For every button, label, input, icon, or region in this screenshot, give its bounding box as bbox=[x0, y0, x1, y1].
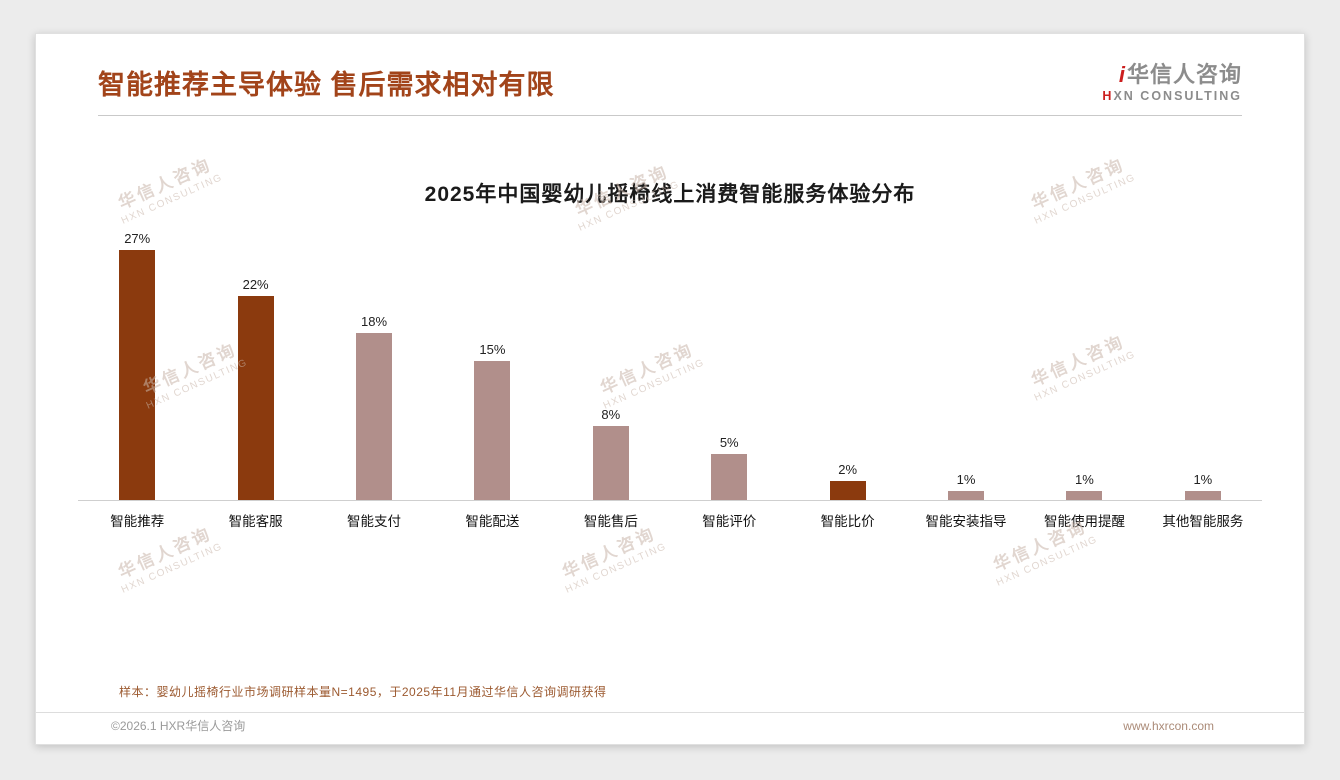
bar-column: 1% bbox=[1025, 472, 1143, 500]
bar bbox=[237, 296, 274, 500]
bar-column: 18% bbox=[315, 314, 433, 500]
category-label: 智能比价 bbox=[820, 514, 875, 529]
logo-subtitle: HXN CONSULTING bbox=[1102, 89, 1242, 103]
logo-name: 华信人咨询 bbox=[1126, 62, 1242, 87]
bar-column: 2% bbox=[788, 462, 906, 500]
category-axis: 智能推荐 智能客服 智能支付 智能配送 智能售后 智能评价 智能比价 智能安装指导 智能使用提醒… bbox=[78, 500, 1262, 530]
chart-area: 2025年中国婴幼儿摇椅线上消费智能服务体验分布 27% 22% 18% 15% 8% 5… bbox=[36, 178, 1304, 530]
bar-value-label: 1% bbox=[1193, 472, 1213, 487]
footer: ©2026.1 HXR华信人咨询 www.hxrcon.com bbox=[111, 717, 1214, 734]
logo-wordmark: i华信人咨询 bbox=[1102, 62, 1242, 87]
bar bbox=[1066, 491, 1103, 500]
bar-value-label: 18% bbox=[361, 314, 388, 329]
bar-column: 27% bbox=[78, 231, 196, 500]
bar bbox=[119, 250, 156, 500]
bar-column: 1% bbox=[1144, 472, 1262, 500]
bar bbox=[829, 481, 866, 500]
category-label: 智能安装指导 bbox=[925, 514, 1007, 529]
bar-column: 5% bbox=[670, 435, 788, 500]
bar-value-label: 27% bbox=[124, 231, 151, 246]
website-text: www.hxrcon.com bbox=[1123, 718, 1214, 733]
chart-title: 2025年中国婴幼儿摇椅线上消费智能服务体验分布 bbox=[424, 183, 916, 206]
header: 智能推荐主导体验 售后需求相对有限 i华信人咨询 HXN CONSULTING bbox=[36, 34, 1304, 116]
copyright-text: ©2026.1 HXR华信人咨询 bbox=[111, 719, 246, 733]
category-label: 智能售后 bbox=[583, 514, 638, 529]
bar bbox=[948, 491, 985, 500]
bar bbox=[1184, 491, 1221, 500]
bar-chart: 27% 22% 18% 15% 8% 5% 2% 1% 1% 1% bbox=[78, 208, 1262, 500]
bar bbox=[356, 333, 393, 500]
category-label: 智能支付 bbox=[347, 514, 402, 529]
company-logo: i华信人咨询 HXN CONSULTING bbox=[1102, 62, 1242, 104]
bar-value-label: 1% bbox=[956, 472, 976, 487]
category-label: 智能评价 bbox=[702, 514, 757, 529]
category-label: 智能配送 bbox=[465, 514, 520, 529]
bar-value-label: 22% bbox=[242, 277, 269, 292]
category-label: 其他智能服务 bbox=[1162, 514, 1244, 529]
bar-column: 15% bbox=[433, 342, 551, 500]
bar-value-label: 8% bbox=[601, 407, 621, 422]
bar-value-label: 15% bbox=[479, 342, 506, 357]
footer-divider bbox=[36, 712, 1304, 713]
category-label: 智能使用提醒 bbox=[1043, 514, 1125, 529]
bar bbox=[474, 361, 511, 500]
logo-subtitle-rest: XN CONSULTING bbox=[1113, 89, 1242, 104]
title-underline bbox=[98, 115, 1242, 116]
bar bbox=[711, 454, 748, 500]
bar bbox=[592, 426, 629, 500]
bar-column: 1% bbox=[907, 472, 1025, 500]
bar-column: 8% bbox=[552, 407, 670, 500]
logo-subtitle-first: H bbox=[1102, 89, 1114, 104]
category-label: 智能客服 bbox=[228, 514, 283, 529]
bar-column: 22% bbox=[196, 277, 314, 500]
bar-value-label: 1% bbox=[1075, 472, 1094, 487]
bar-value-label: 2% bbox=[838, 462, 858, 477]
bar-value-label: 5% bbox=[719, 435, 739, 450]
slide-card: 华信人咨询 HXN CONSULTING 华信人咨询 HXN CONSULTING 华信… bbox=[35, 33, 1305, 745]
page-title: 智能推荐主导体验 售后需求相对有限 bbox=[98, 70, 555, 100]
logo-icon: i bbox=[1118, 62, 1126, 87]
sample-note: 样本：婴幼儿摇椅行业市场调研样本量N=1495，于2025年11月通过华信人咨询… bbox=[119, 685, 607, 699]
category-label: 智能推荐 bbox=[110, 514, 165, 529]
